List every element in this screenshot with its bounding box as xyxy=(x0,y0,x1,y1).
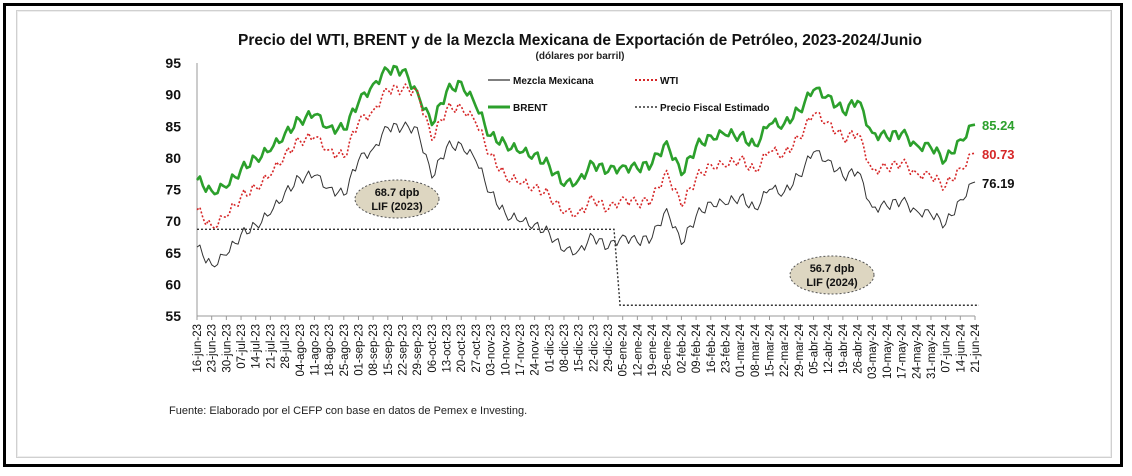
x-tick-label: 03-nov-23 xyxy=(486,324,498,376)
x-tick-label: 15-mar-24 xyxy=(764,323,776,377)
x-tick-label: 19-abr-24 xyxy=(838,323,850,373)
x-tick-label: 18-ago-23 xyxy=(324,324,336,376)
x-tick-label: 29-dic-23 xyxy=(603,324,615,372)
x-tick-label: 08-mar-24 xyxy=(750,323,762,377)
x-tick-label: 08-sep-23 xyxy=(368,324,380,376)
x-tick-label: 02-feb-24 xyxy=(676,323,688,373)
source-note: Fuente: Elaborado por el CEFP con base e… xyxy=(169,405,527,417)
x-tick-label: 17-may-24 xyxy=(897,323,909,379)
x-tick-label: 22-sep-23 xyxy=(398,324,410,376)
annotation-lif-2023-line1: 68.7 dpb xyxy=(375,187,420,199)
x-tick-label: 10-nov-23 xyxy=(500,324,512,376)
x-tick-label: 24-nov-23 xyxy=(530,324,542,376)
y-tick-label: 80 xyxy=(165,150,181,166)
annotation-lif-2023: 68.7 dpb LIF (2023) xyxy=(354,179,440,219)
x-tick-label: 11-ago-23 xyxy=(309,324,321,376)
x-tick-label: 01-sep-23 xyxy=(353,324,365,376)
x-tick-label: 01-dic-23 xyxy=(544,324,556,372)
x-tick-label: 29-sep-23 xyxy=(412,324,424,376)
series-line-mezcla-mexicana xyxy=(196,121,976,268)
x-tick-label: 28-jul-23 xyxy=(280,324,292,369)
x-tick-label: 12-abr-24 xyxy=(823,323,835,373)
x-tick-label: 21-jun-24 xyxy=(970,323,982,372)
series-line-wti xyxy=(196,83,976,230)
series-line-precio-fiscal xyxy=(197,228,979,306)
x-tick-label: 14-jun-24 xyxy=(955,323,967,372)
annotation-lif-2024: 56.7 dpb LIF (2024) xyxy=(789,255,875,295)
annotation-lif-2024-line2: LIF (2024) xyxy=(806,277,858,289)
x-tick-label: 09-feb-24 xyxy=(691,323,703,373)
outer-frame xyxy=(3,3,1123,467)
x-tick-label: 26-abr-24 xyxy=(853,323,865,373)
x-tick-label: 25-ago-23 xyxy=(339,324,351,376)
x-tick-label: 13-oct-23 xyxy=(442,324,454,373)
y-tick-label: 55 xyxy=(165,308,181,324)
y-tick-label: 75 xyxy=(165,182,181,198)
series-lines xyxy=(195,64,979,306)
x-tick-label: 27-oct-23 xyxy=(471,324,483,373)
x-tick-label: 15-sep-23 xyxy=(383,324,395,376)
x-axis: 16-jun-23 23-jun-23 30-jun-23 07-jul-23 14-j… xyxy=(192,315,982,379)
legend-label-mezcla: Mezcla Mexicana xyxy=(513,76,594,87)
x-tick-label: 22-mar-24 xyxy=(779,323,791,377)
chart-title: Precio del WTI, BRENT y de la Mezcla Mex… xyxy=(238,32,922,49)
x-tick-label: 08-dic-23 xyxy=(559,324,571,372)
x-tick-label: 23-jun-23 xyxy=(207,324,219,373)
legend-label-brent: BRENT xyxy=(513,103,547,114)
x-tick-label: 26-ene-24 xyxy=(662,323,674,376)
x-tick-label: 10-may-24 xyxy=(882,323,894,379)
legend: Mezcla Mexicana WTI BRENT Precio Fiscal … xyxy=(488,76,770,114)
x-tick-label: 16-jun-23 xyxy=(192,324,204,373)
x-tick-label: 03-may-24 xyxy=(867,323,879,379)
y-tick-label: 85 xyxy=(165,118,181,134)
legend-label-fiscal: Precio Fiscal Estimado xyxy=(660,103,770,114)
y-tick-label: 60 xyxy=(165,276,181,292)
x-tick-label: 22-dic-23 xyxy=(588,324,600,372)
x-tick-label: 21-jul-23 xyxy=(265,324,277,369)
x-tick-label: 12-ene-24 xyxy=(632,323,644,376)
x-tick-label: 23-feb-24 xyxy=(720,323,732,373)
y-axis: 55 60 65 70 75 80 85 90 95 xyxy=(165,55,198,324)
x-tick-label: 15-dic-23 xyxy=(574,324,586,372)
annotation-lif-2023-line2: LIF (2023) xyxy=(371,201,423,213)
x-tick-label: 14-jul-23 xyxy=(251,324,263,369)
y-tick-label: 70 xyxy=(165,213,181,229)
y-tick-label: 90 xyxy=(165,87,181,103)
x-tick-label: 16-feb-24 xyxy=(706,323,718,373)
y-tick-label: 95 xyxy=(165,55,181,71)
x-tick-label: 07-jul-23 xyxy=(236,324,248,369)
x-tick-label: 31-may-24 xyxy=(926,323,938,379)
x-tick-label: 29-mar-24 xyxy=(794,323,806,377)
x-tick-label: 06-oct-23 xyxy=(427,324,439,373)
legend-label-wti: WTI xyxy=(660,76,679,87)
x-tick-label: 30-jun-23 xyxy=(221,324,233,373)
series-line-brent xyxy=(195,64,976,196)
y-tick-label: 65 xyxy=(165,245,181,261)
end-label-mezcla: 76.19 xyxy=(982,176,1015,191)
x-tick-label: 07-jun-24 xyxy=(941,323,953,372)
chart-subtitle: (dólares por barril) xyxy=(536,51,625,62)
x-tick-label: 04-ago-23 xyxy=(295,324,307,376)
x-tick-label: 05-ene-24 xyxy=(618,323,630,376)
x-tick-label: 19-ene-24 xyxy=(647,323,659,376)
end-label-wti: 80.73 xyxy=(982,147,1015,162)
chart-panel xyxy=(16,10,1112,458)
end-label-brent: 85.24 xyxy=(982,118,1015,133)
x-tick-label: 05-abr-24 xyxy=(809,323,821,373)
x-tick-label: 20-oct-23 xyxy=(456,324,468,373)
x-tick-label: 01-mar-24 xyxy=(735,323,747,377)
x-tick-label: 17-nov-23 xyxy=(515,324,527,376)
x-tick-label: 24-may-24 xyxy=(911,323,923,379)
annotation-lif-2024-line1: 56.7 dpb xyxy=(810,263,855,275)
